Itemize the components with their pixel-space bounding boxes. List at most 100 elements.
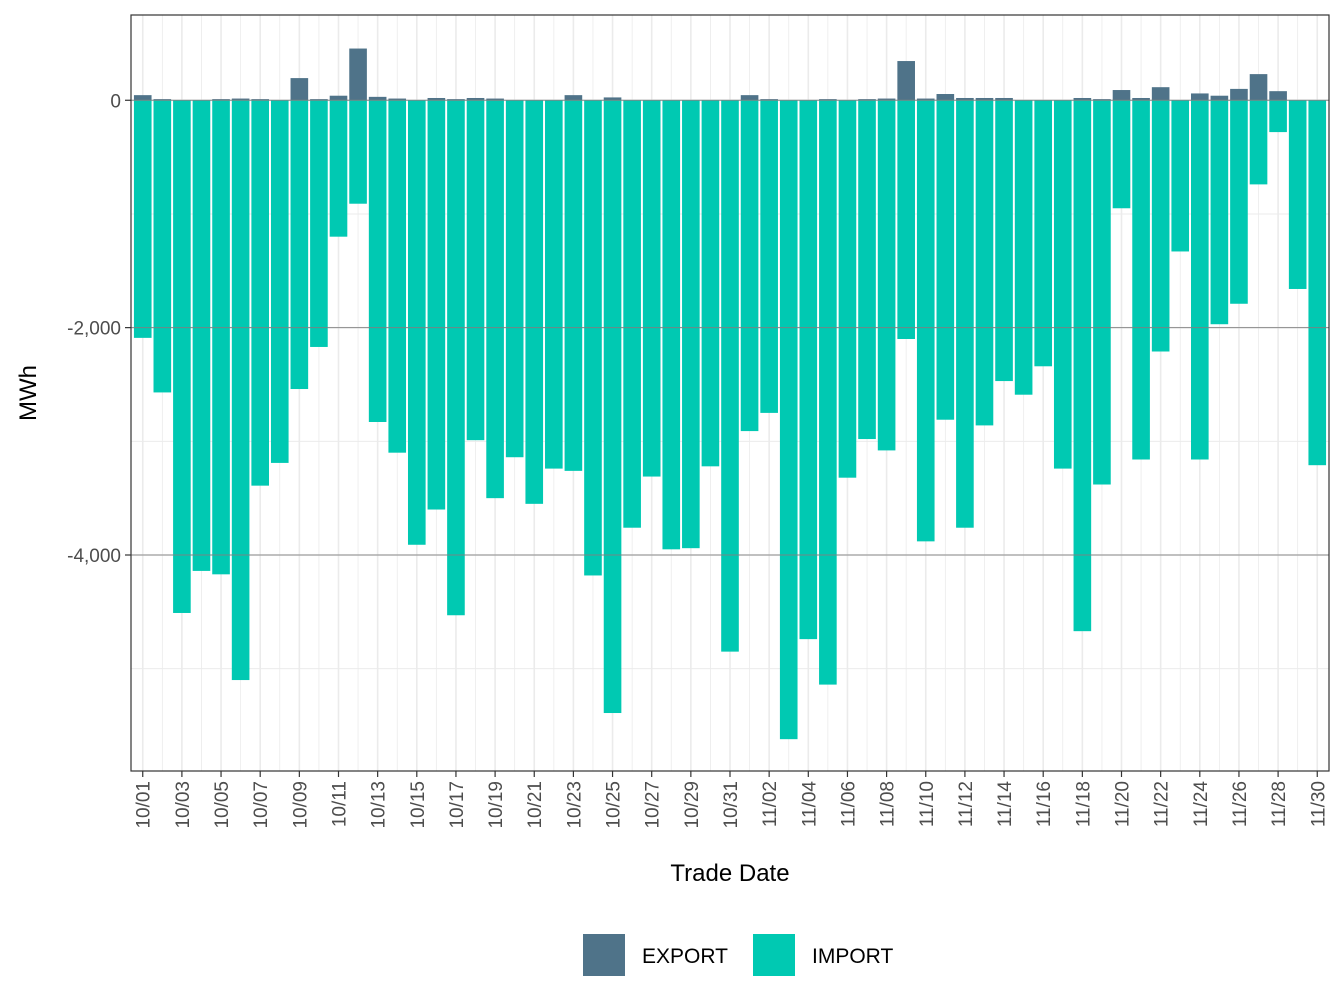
bar-export-11-19 — [1093, 99, 1111, 101]
legend-swatch-export — [583, 934, 625, 976]
bar-import-11-05 — [819, 100, 837, 685]
bar-import-11-03 — [779, 100, 798, 740]
bar-import-11-30 — [1308, 100, 1327, 466]
x-tick-label: 10/11 — [329, 781, 350, 827]
x-tick-label: 11/24 — [1191, 781, 1212, 828]
bar-import-10-15 — [407, 100, 426, 545]
bar-import-11-20 — [1112, 100, 1131, 209]
bar-import-10-04 — [192, 100, 211, 571]
bar-import-11-15 — [1014, 100, 1033, 395]
bar-export-11-20 — [1112, 90, 1131, 101]
bar-import-11-22 — [1151, 100, 1170, 352]
bar-import-10-17 — [447, 100, 465, 616]
bar-import-11-25 — [1210, 100, 1229, 325]
bar-export-10-10 — [310, 99, 328, 101]
bar-import-10-23 — [564, 100, 583, 471]
bar-export-10-06 — [231, 98, 250, 101]
legend-swatch-import — [753, 934, 795, 976]
bar-import-10-14 — [388, 100, 407, 453]
x-tick-label: 10/31 — [721, 781, 742, 829]
bar-export-10-02 — [153, 99, 172, 101]
bar-import-11-18 — [1073, 100, 1092, 632]
bar-import-10-05 — [212, 100, 230, 575]
bar-import-11-13 — [975, 100, 994, 426]
bar-export-11-14 — [995, 97, 1013, 101]
bar-export-11-09 — [897, 61, 915, 101]
bar-import-10-07 — [251, 100, 270, 486]
x-tick-label: 11/12 — [956, 781, 977, 827]
bar-export-11-27 — [1249, 74, 1268, 101]
bar-import-11-11 — [936, 100, 955, 420]
x-tick-label: 10/01 — [134, 781, 155, 829]
bar-export-11-11 — [936, 94, 955, 101]
x-tick-label: 11/06 — [838, 781, 859, 827]
bar-export-10-18 — [466, 97, 485, 101]
bar-import-10-11 — [329, 100, 348, 237]
bar-import-10-06 — [231, 100, 250, 681]
bar-export-10-12 — [349, 48, 367, 101]
bar-export-11-01 — [740, 95, 759, 101]
x-tick-label: 10/23 — [564, 781, 585, 829]
bar-import-11-23 — [1171, 100, 1190, 252]
x-tick-label: 10/21 — [525, 781, 546, 829]
y-tick-label: -2,000 — [67, 319, 121, 340]
bar-import-11-21 — [1132, 100, 1150, 460]
bar-import-11-16 — [1034, 100, 1053, 367]
bar-export-10-07 — [251, 99, 270, 101]
bar-import-10-31 — [721, 100, 739, 652]
bar-export-11-05 — [819, 99, 837, 101]
y-axis-title: MWh — [15, 365, 42, 421]
bar-export-11-21 — [1132, 97, 1150, 101]
x-tick-label: 11/16 — [1034, 781, 1055, 827]
bar-import-11-09 — [897, 100, 915, 340]
bar-export-10-23 — [564, 95, 583, 101]
x-tick-label: 11/30 — [1308, 781, 1329, 827]
bar-import-10-26 — [623, 100, 641, 528]
bar-import-10-09 — [290, 100, 309, 390]
bar-import-10-02 — [153, 100, 172, 393]
bar-import-10-18 — [466, 100, 485, 441]
bar-export-11-07 — [858, 99, 876, 101]
bar-import-11-27 — [1249, 100, 1268, 185]
bar-import-11-12 — [956, 100, 974, 528]
bars — [131, 48, 1329, 740]
x-tick-label: 10/13 — [369, 781, 390, 829]
legend: EXPORT IMPORT — [583, 934, 893, 976]
bar-export-11-22 — [1151, 87, 1170, 101]
bar-import-10-12 — [349, 100, 367, 204]
bar-export-11-26 — [1230, 88, 1248, 101]
bar-export-11-12 — [956, 97, 974, 101]
bar-import-11-26 — [1230, 100, 1248, 304]
bar-export-11-24 — [1190, 93, 1209, 101]
bar-export-10-11 — [329, 95, 348, 101]
bar-import-11-04 — [799, 100, 818, 640]
x-tick-label: 10/29 — [682, 781, 703, 829]
legend-label-export: EXPORT — [642, 945, 728, 968]
x-tick-label: 10/27 — [643, 781, 664, 829]
bar-export-11-08 — [877, 98, 896, 101]
x-tick-label: 10/07 — [251, 781, 272, 829]
x-tick-label: 10/05 — [212, 781, 233, 829]
bar-import-11-02 — [760, 100, 778, 413]
x-tick-label: 10/17 — [447, 781, 468, 829]
bar-export-10-25 — [603, 97, 622, 101]
bar-import-10-10 — [310, 100, 328, 347]
x-tick-label: 11/08 — [878, 781, 899, 827]
bar-import-11-29 — [1288, 100, 1307, 289]
bar-export-10-14 — [388, 98, 407, 101]
y-axis: 0 -2,000 -4,000 — [67, 91, 131, 567]
x-tick-label: 10/15 — [408, 781, 429, 829]
bar-import-10-16 — [427, 100, 446, 510]
bar-import-10-08 — [270, 100, 289, 463]
bar-export-11-13 — [975, 97, 994, 101]
bar-export-11-02 — [760, 99, 778, 101]
bar-import-11-07 — [858, 100, 876, 440]
x-tick-label: 11/04 — [799, 781, 820, 828]
bar-import-11-24 — [1190, 100, 1209, 460]
bar-export-10-09 — [290, 78, 309, 101]
bar-import-10-19 — [486, 100, 504, 499]
x-axis: 10/01 10/03 10/05 10/07 10/09 10/11 10/13 10/15… — [134, 771, 1329, 829]
x-tick-label: 11/02 — [760, 781, 781, 827]
bar-export-10-05 — [212, 99, 230, 101]
